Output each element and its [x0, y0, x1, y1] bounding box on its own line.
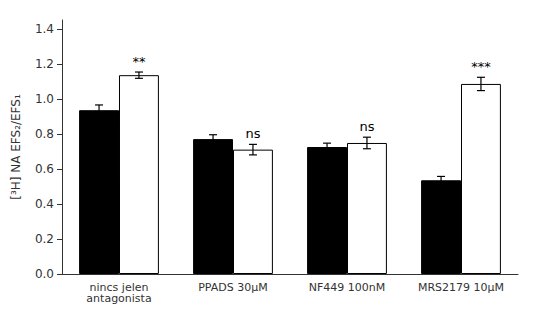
svg-text:1.2: 1.2 — [35, 57, 54, 71]
svg-text:1.0: 1.0 — [35, 92, 54, 106]
svg-text:0.4: 0.4 — [35, 197, 54, 211]
svg-text:PPADS 30μM: PPADS 30μM — [198, 281, 268, 294]
svg-text:**: ** — [132, 54, 146, 69]
svg-text:[³H] NA EFS₂/EFS₁: [³H] NA EFS₂/EFS₁ — [9, 94, 23, 200]
svg-text:0.2: 0.2 — [35, 232, 54, 246]
svg-text:***: *** — [471, 59, 491, 74]
svg-text:0.0: 0.0 — [35, 267, 54, 281]
svg-text:1.4: 1.4 — [35, 22, 54, 36]
svg-text:ns: ns — [245, 126, 260, 141]
svg-text:ns: ns — [359, 119, 374, 134]
svg-text:0.8: 0.8 — [35, 127, 54, 141]
svg-text:nincs jelen: nincs jelen — [89, 281, 149, 294]
svg-text:antagonista: antagonista — [86, 292, 151, 305]
svg-text:MRS2179 10μM: MRS2179 10μM — [418, 281, 504, 294]
svg-text:0.6: 0.6 — [35, 162, 54, 176]
svg-text:NF449 100nM: NF449 100nM — [309, 281, 386, 294]
